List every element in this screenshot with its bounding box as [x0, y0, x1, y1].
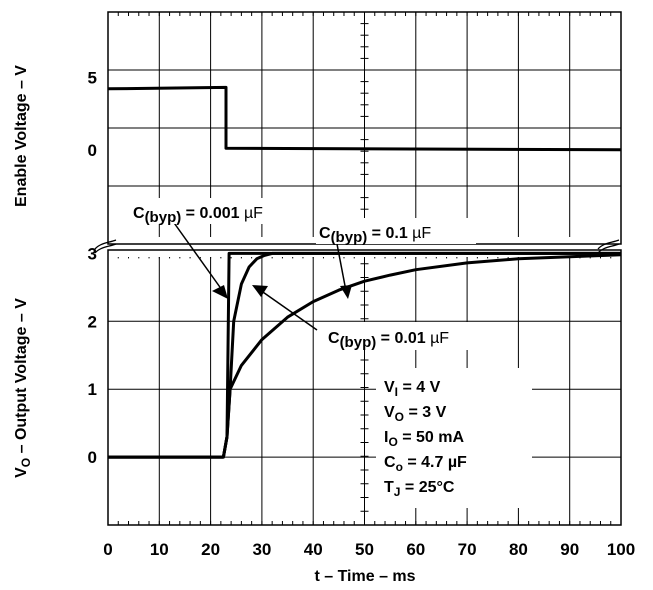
x-axis-title: t – Time – ms: [314, 568, 415, 585]
condition-vo: VO = 3 V: [384, 404, 447, 424]
output-line-cbyp-01-slow: [108, 253, 622, 459]
enable-voltage-line: [107, 85, 622, 152]
arrow-001-head: [340, 285, 352, 299]
enable-y-tick-label: 0: [88, 141, 97, 160]
x-tick-label: 10: [150, 540, 169, 559]
condition-vi: VI = 4 V: [384, 379, 441, 399]
output-ylabel-subscript: O: [19, 458, 33, 467]
arrow-01-line: [259, 289, 318, 331]
x-tick-label: 50: [355, 540, 374, 559]
x-tick-label: 70: [458, 540, 477, 559]
x-tick-label: 90: [560, 540, 579, 559]
output-ylabel-prefix: V: [13, 467, 30, 478]
enable-y-axis-title: Enable Voltage – V: [13, 65, 30, 207]
annotation-labels: C(byp) = 0.001 µF C(byp) = 0.1 µF C(byp)…: [130, 198, 500, 351]
enable-y-tick-label: 5: [88, 68, 97, 87]
x-tick-label: 80: [509, 540, 528, 559]
output-panel-frame: [107, 249, 622, 526]
output-y-tick-label: 2: [88, 312, 97, 331]
condition-io: IO = 50 mA: [384, 429, 465, 449]
output-y-tick-label: 3: [88, 244, 97, 263]
x-tick-label: 0: [103, 540, 112, 559]
x-tick-label: 40: [304, 540, 323, 559]
y-tick-labels: 5 0 3 2 1 0: [88, 68, 97, 467]
arrow-0001-line: [171, 219, 223, 291]
annotation-arrows: [171, 219, 352, 331]
x-tick-label: 100: [607, 540, 635, 559]
condition-co: Co = 4.7 µF: [384, 454, 467, 474]
condition-tj: TJ = 25°C: [384, 479, 455, 499]
x-tick-label: 20: [201, 540, 220, 559]
output-y-tick-label: 0: [88, 448, 97, 467]
test-conditions: VI = 4 V VO = 3 V IO = 50 mA Co = 4.7 µF…: [376, 368, 532, 508]
arrow-0001-head: [212, 285, 228, 299]
output-ylabel-suffix: – Output Voltage – V: [13, 298, 30, 458]
x-tick-labels: 0 10 20 30 40 50 60 70 80 90 100: [103, 540, 635, 559]
annotation-cbyp-0001: C(byp) = 0.001 µF: [133, 205, 263, 226]
x-tick-label: 30: [252, 540, 271, 559]
annotation-cbyp-01: C(byp) = 0.1 µF: [319, 225, 431, 246]
arrow-001-line: [336, 243, 347, 292]
series: [107, 85, 622, 459]
annotation-cbyp-001: C(byp) = 0.01 µF: [328, 330, 449, 351]
arrow-01-head: [252, 285, 268, 297]
output-y-tick-label: 1: [88, 380, 97, 399]
x-tick-label: 60: [406, 540, 425, 559]
output-y-axis-title: VO – Output Voltage – V: [13, 298, 33, 478]
